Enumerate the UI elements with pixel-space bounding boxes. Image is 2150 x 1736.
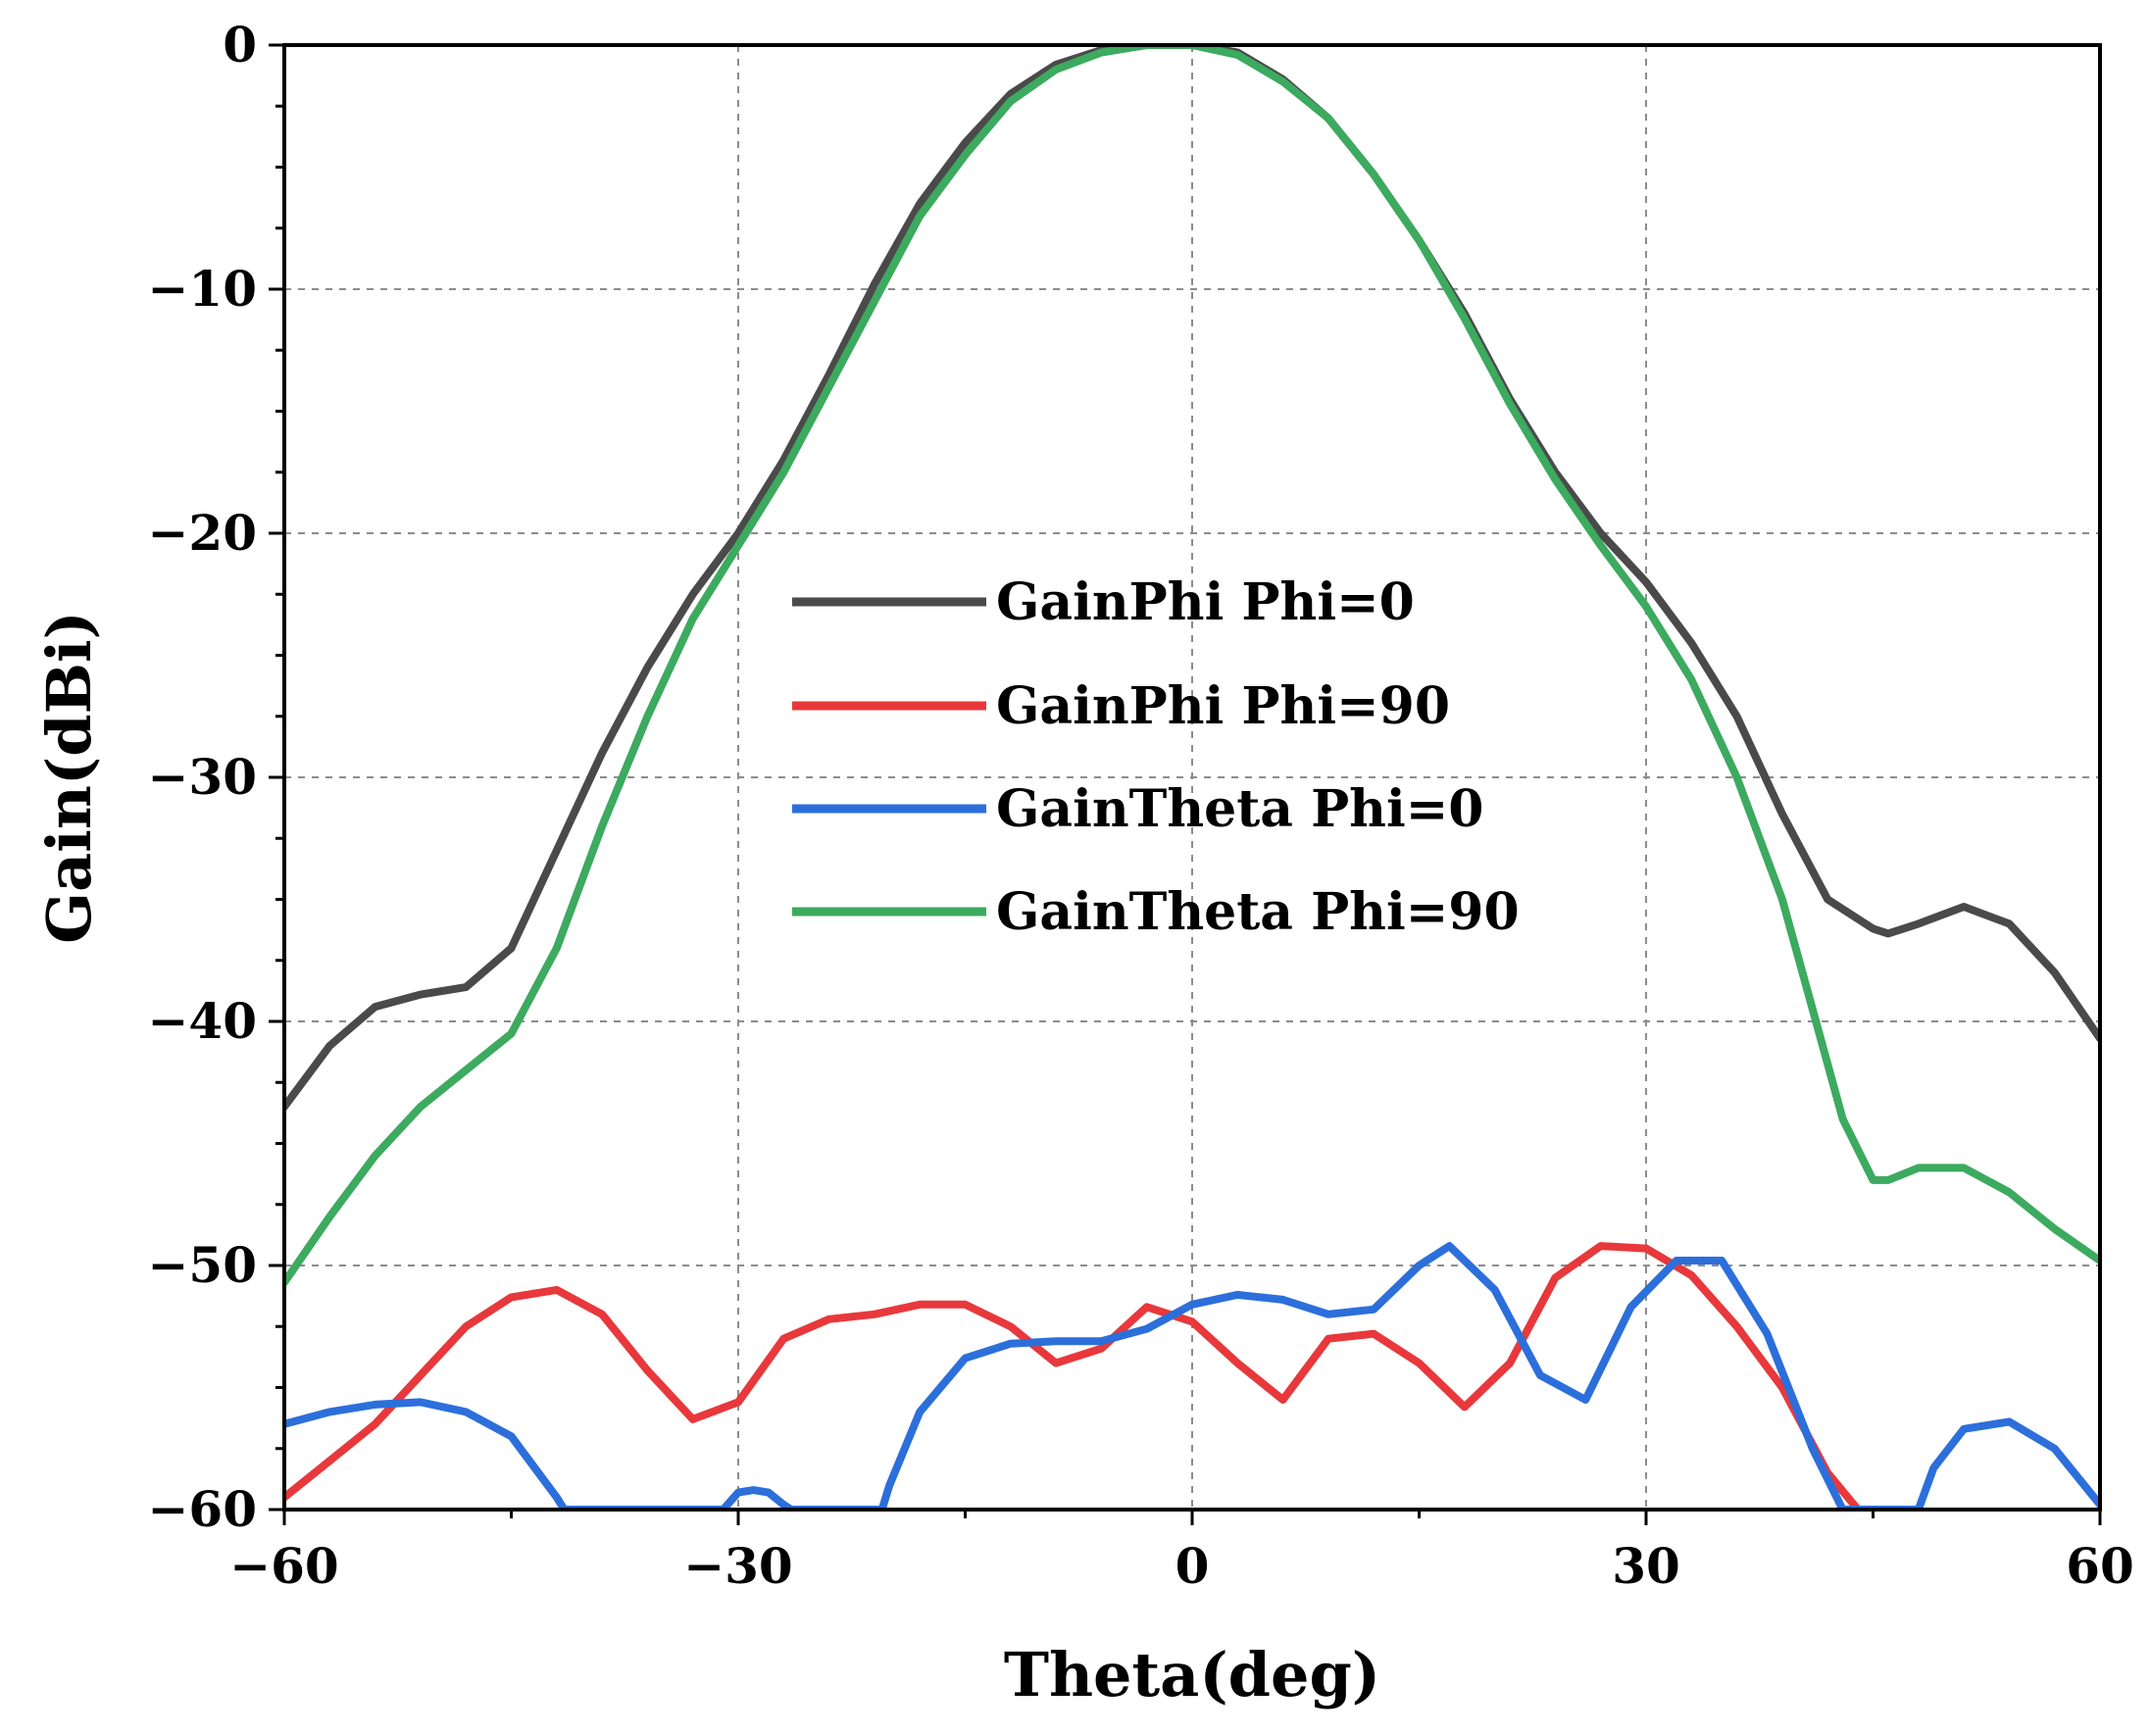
y-tick-label: 0 <box>223 16 257 74</box>
y-tick-label: −20 <box>148 504 257 562</box>
x-axis-label: Theta(deg) <box>1004 1639 1380 1711</box>
legend-label-gaintheta-phi90: GainTheta Phi=90 <box>996 882 1520 942</box>
series-line-gaintheta-phi-0 <box>284 1242 2100 1510</box>
x-tick-label: −30 <box>683 1537 792 1595</box>
y-axis-label: Gain(dBi) <box>33 611 105 944</box>
x-tick-label: 0 <box>1175 1537 1210 1595</box>
series-layer <box>284 45 2100 1510</box>
legend-label-gainphi-phi0: GainPhi Phi=0 <box>996 572 1415 632</box>
legend-label-gainphi-phi90: GainPhi Phi=90 <box>996 676 1450 736</box>
x-tick-label: 30 <box>1612 1537 1680 1595</box>
y-tick-label: −30 <box>148 748 257 806</box>
legend: GainPhi Phi=0 GainPhi Phi=90 GainTheta P… <box>792 572 1520 942</box>
axis-ticks: −60 −30 0 30 60 0 −10 −20 −30 −40 −50 −60 <box>148 16 2134 1595</box>
x-tick-label: 60 <box>2066 1537 2134 1595</box>
y-tick-label: −10 <box>148 260 257 318</box>
x-tick-label: −60 <box>229 1537 338 1595</box>
series-line-gainphi-phi-90 <box>284 1242 1863 1510</box>
y-tick-label: −40 <box>148 992 257 1050</box>
y-tick-label: −50 <box>148 1236 257 1294</box>
y-tick-label: −60 <box>148 1480 257 1538</box>
legend-label-gaintheta-phi0: GainTheta Phi=0 <box>996 779 1483 839</box>
series-line-gaintheta-phi-90 <box>284 45 2100 1287</box>
